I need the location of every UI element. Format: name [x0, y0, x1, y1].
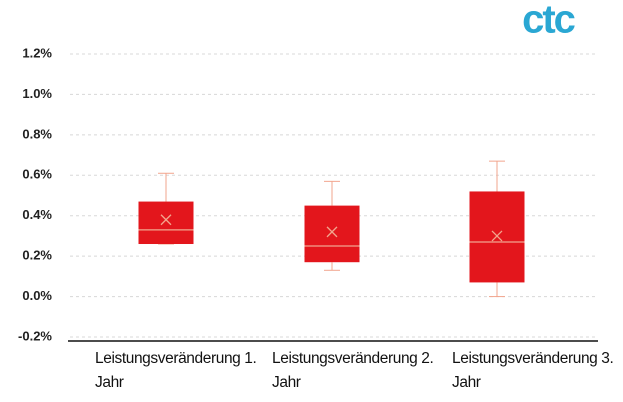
box — [138, 201, 194, 245]
y-tick-label: 1.2% — [22, 45, 52, 60]
y-tick-label: 0.6% — [22, 167, 52, 182]
mean-marker — [491, 230, 503, 242]
y-tick-label: 0.0% — [22, 288, 52, 303]
box — [469, 191, 525, 283]
y-tick-label: -0.2% — [18, 328, 52, 343]
logo: ctc — [522, 0, 576, 42]
x-tick-label: Leistungsveränderung 2. Jahr — [272, 350, 434, 391]
x-tick-label: Leistungsveränderung 1. Jahr — [95, 350, 257, 391]
y-tick-label: 0.4% — [22, 207, 52, 222]
y-tick-label: 0.2% — [22, 248, 52, 263]
x-tick-label: Leistungsveränderung 3. Jahr — [452, 350, 614, 391]
y-tick-label: 0.8% — [22, 126, 52, 141]
mean-marker — [326, 226, 338, 238]
y-tick-label: 1.0% — [22, 86, 52, 101]
box — [304, 205, 360, 263]
mean-marker — [160, 214, 172, 226]
